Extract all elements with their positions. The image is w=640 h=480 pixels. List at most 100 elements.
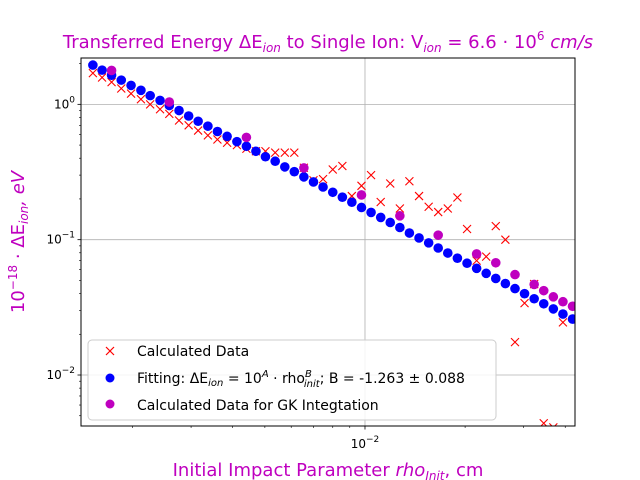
gk-point [558,296,568,307]
calculated-point [481,252,491,261]
x-tick-label: 10−2 [351,435,380,451]
fitting-point [423,238,434,248]
legend: Calculated Data Fitting: ΔEion = 10A · r… [87,339,497,421]
calculated-point [453,193,462,202]
calculated-point [424,202,434,212]
ticks-layer: 10−2 100 10−1 10−2 [46,63,566,451]
fitting-point [155,95,165,106]
fitting-point [327,187,338,198]
calculated-point [443,204,453,213]
calculated-point [203,130,213,140]
calculated-point [193,126,203,135]
legend-label-fitting: Fitting: ΔEion = 10A · rhoB init; B = -1.… [137,369,465,390]
legend-marker-gk [105,399,115,409]
gk-point [356,190,367,200]
calculated-point [184,120,194,130]
fitting-point [414,233,424,243]
fitting-point [356,202,367,213]
calculated-point [97,73,107,82]
fitting-point [558,309,568,319]
fitting-point [404,228,415,238]
calculated-point [414,191,424,201]
gk-point [164,97,175,107]
y-tick-label: 100 [54,95,75,111]
fitting-point [481,268,491,279]
gk-point [529,279,539,290]
calculated-point [510,337,520,347]
gk-point [395,211,405,221]
calculated-point [500,235,510,245]
gk-point [510,269,520,280]
calculated-point [145,99,155,109]
fitting-point [174,105,184,116]
calculated-point [174,116,184,125]
fitting-point [538,298,549,309]
calculated-point [116,84,126,93]
calculated-point [88,68,98,78]
calculated-point [376,197,386,207]
fitting-point [183,111,194,121]
calculated-point [548,423,558,426]
calculated-point [385,179,395,188]
gk-point [106,65,117,76]
calculated-point [462,224,472,234]
legend-marker-fitting [105,373,115,383]
fitting-point [222,131,232,142]
data-points [88,60,575,426]
calculated-point [405,176,414,186]
y-tick-label: 10−1 [46,231,75,247]
plot-frame [80,57,576,427]
calculated-point [126,89,136,99]
fitting-point [193,116,203,127]
fitting-point [519,288,530,299]
legend-label-calculated: Calculated Data [137,344,249,360]
fitting-point [490,273,501,284]
fitting-point [500,278,511,289]
fitting-point [116,75,127,85]
fitting-point [260,151,271,162]
calculated-point [366,170,376,180]
chart-title: Transferred Energy ΔEion to Single Ion: … [62,29,593,55]
calculated-point [558,317,568,327]
calculated-point [280,148,290,157]
fitting-point [318,182,328,192]
y-tick-label: 10−2 [46,366,75,382]
fitting-point [347,197,357,208]
fitting-point [366,207,376,218]
gk-point [538,285,549,296]
fitting-point [548,304,559,314]
fitting-point [97,65,107,75]
fitting-point [308,177,319,187]
fitting-point [452,253,463,263]
fitting-point [442,248,453,258]
calculated-point [472,256,482,266]
calculated-point [491,221,501,231]
fitting-point [203,121,213,131]
calculated-point [337,161,347,171]
fitting-point [299,172,309,182]
fitting-point [289,166,300,177]
fitting-point [251,146,261,157]
gk-point [490,257,501,268]
calculated-point [318,174,328,184]
gk-point [241,132,252,143]
fitting-point [529,293,539,304]
fitting-point [433,243,443,253]
fitting-point [88,60,98,70]
gk-point [433,230,443,240]
calculated-point [433,207,443,217]
fitting-point [232,136,242,147]
fitting-point [241,141,252,152]
legend-label-gk: Calculated Data for GK Integtation [137,398,379,414]
calculated-point [107,77,116,87]
fitting-point [270,156,280,167]
fitting-point [471,263,482,274]
calculated-point [155,104,165,114]
x-axis-label: Initial Impact Parameter rhoInit, cm [173,460,484,480]
marks-layer [88,60,575,426]
legend-marker-calculated [105,346,115,356]
fitting-point [395,222,405,233]
calculated-point [213,135,222,144]
fitting-point [280,162,290,172]
